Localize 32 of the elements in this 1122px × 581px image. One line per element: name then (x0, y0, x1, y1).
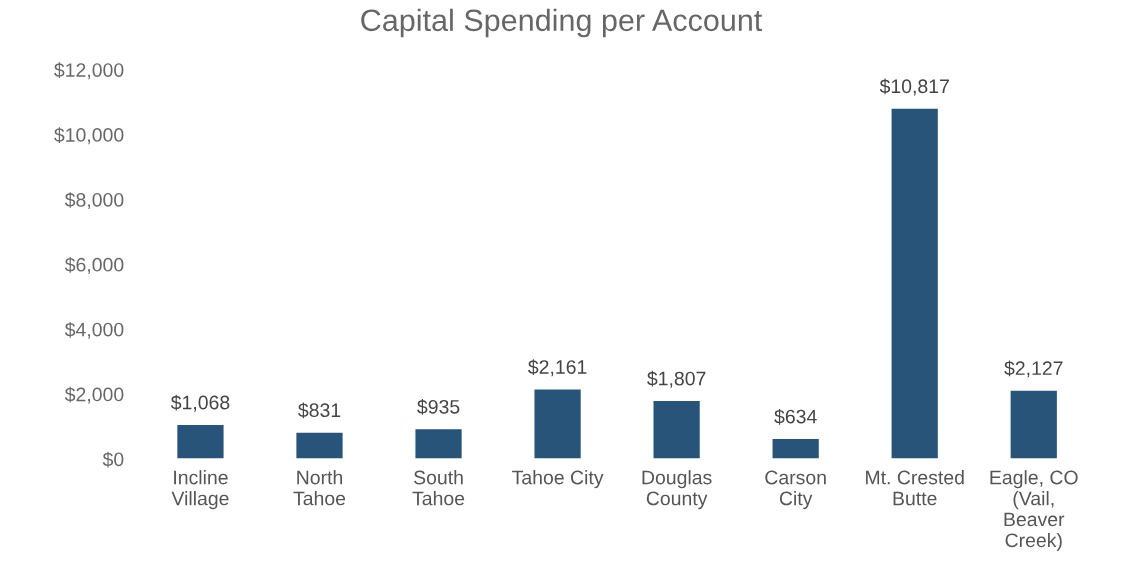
y-tick-label: $0 (102, 451, 124, 468)
data-label: $1,807 (647, 370, 706, 388)
data-label: $935 (417, 399, 460, 415)
x-tick-label: Incline Village (171, 470, 229, 510)
data-label: $10,817 (879, 78, 949, 96)
bar (414, 427, 464, 459)
data-label: $2,161 (528, 359, 587, 377)
y-tick-label: $2,000 (64, 386, 124, 404)
data-label: $2,127 (1004, 360, 1063, 378)
x-tick-label: Tahoe City (512, 470, 604, 489)
bar (771, 437, 821, 459)
bar (890, 107, 940, 459)
y-tick-label: $8,000 (64, 192, 124, 210)
y-tick-label: $6,000 (64, 257, 124, 274)
x-tick-label: South Tahoe (412, 470, 465, 506)
x-tick-label: North Tahoe (293, 470, 346, 506)
bar (652, 399, 702, 459)
data-label: $831 (298, 402, 341, 419)
x-tick-label: Carson City (765, 470, 826, 510)
bar (294, 431, 344, 459)
x-tick-label: Douglas County (642, 470, 712, 510)
bar (533, 388, 583, 459)
bar (175, 423, 225, 459)
y-tick-label: $4,000 (64, 321, 124, 339)
y-tick-label: $10,000 (54, 127, 124, 145)
bar (1009, 389, 1059, 459)
data-label: $634 (774, 408, 817, 425)
x-tick-label: Eagle, CO (Vail, Beaver Creek) (990, 470, 1078, 552)
y-tick-label: $12,000 (54, 62, 124, 80)
chart-title: Capital Spending per Account (361, 8, 763, 38)
data-label: $1,068 (170, 394, 230, 412)
x-tick-label: Mt. Crested Butte (866, 470, 964, 506)
